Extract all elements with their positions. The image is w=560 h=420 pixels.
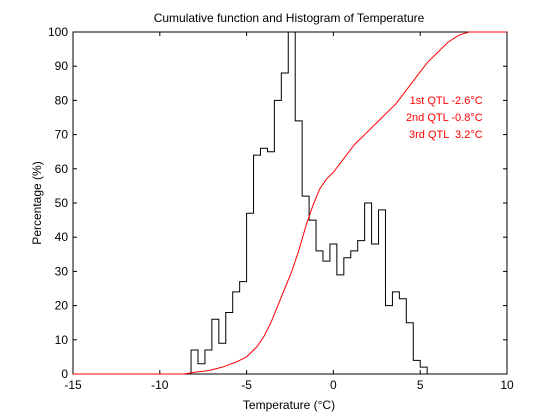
y-axis-label: Percentage (%) — [30, 161, 44, 244]
x-tick-label: 10 — [500, 378, 514, 392]
y-tick-label: 50 — [55, 196, 69, 210]
y-tick-label: 20 — [55, 299, 69, 313]
y-tick-label: 90 — [55, 59, 69, 73]
x-tick-label: 5 — [417, 378, 424, 392]
x-tick-label: -10 — [151, 378, 169, 392]
y-tick-label: 80 — [55, 93, 69, 107]
histogram-series-line — [73, 31, 507, 375]
y-tick-label: 100 — [48, 25, 68, 39]
quantile-annotation: 1st QTL -2.6°C — [410, 95, 483, 107]
x-axis-label: Temperature (°C) — [243, 398, 335, 412]
x-tick-label: 0 — [330, 378, 337, 392]
y-tick-label: 30 — [55, 264, 69, 278]
plot-area — [72, 31, 508, 375]
y-tick-label: 10 — [55, 333, 69, 347]
chart-title: Cumulative function and Histogram of Tem… — [154, 11, 425, 25]
x-tick-label: -15 — [64, 378, 82, 392]
cumulative-series-line — [73, 31, 507, 375]
chart-series — [73, 31, 507, 375]
y-tick-label: 60 — [55, 162, 69, 176]
quantile-annotation: 2nd QTL -0.8°C — [406, 112, 483, 124]
y-tick-label: 70 — [55, 128, 69, 142]
y-tick-label: 0 — [61, 367, 68, 381]
chart-annotations: 1st QTL -2.6°C 2nd QTL -0.8°C 3rd QTL 3.2°… — [406, 95, 483, 141]
x-tick-label: -5 — [241, 378, 252, 392]
y-tick-label: 40 — [55, 230, 69, 244]
quantile-annotation: 3rd QTL 3.2°C — [409, 129, 483, 141]
